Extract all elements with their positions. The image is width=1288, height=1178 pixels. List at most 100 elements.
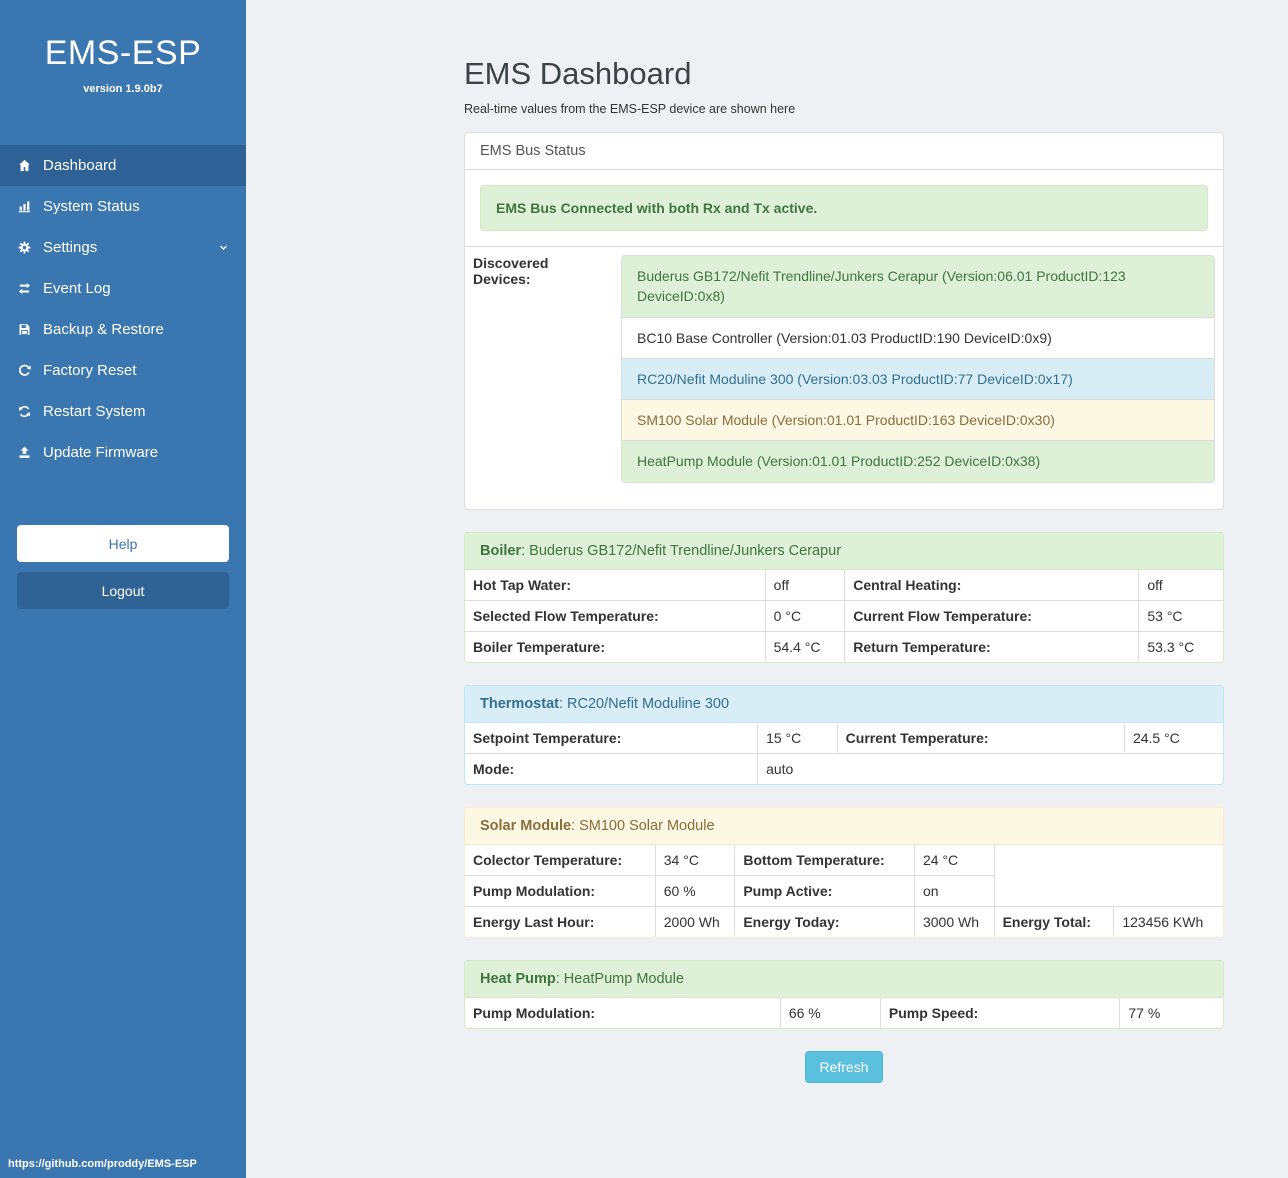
field-value: 15 °C [757,722,838,754]
solar-table: Colector Temperature: 34 °C Bottom Tempera… [465,844,1223,937]
main-area: EMS Dashboard Real-time values from the … [246,0,1288,1178]
field-label: Hot Tap Water: [465,569,766,601]
bus-status-heading: EMS Bus Status [465,133,1223,170]
sidebar-buttons: Help Logout [0,525,246,609]
bus-status-alert: EMS Bus Connected with both Rx and Tx ac… [480,185,1208,231]
field-value: 3000 Wh [913,905,995,937]
field-label: Mode: [465,752,759,784]
table-row: Hot Tap Water: off Central Heating: off [465,569,1223,601]
github-link[interactable]: https://github.com/proddy/EMS-ESP [8,1158,197,1170]
sidebar-nav: Dashboard System Status Settings Event Log B… [0,145,246,473]
device-list-item: RC20/Nefit Moduline 300 (Version:03.03 P… [621,357,1215,401]
panel-device-name: : HeatPump Module [555,970,684,987]
device-panels: Boiler: Buderus GB172/Nefit Trendline/Ju… [464,531,1224,1029]
save-icon [10,322,38,337]
panel-heading-thermostat: Thermostat: RC20/Nefit Moduline 300 [465,685,1223,723]
field-value: 24 °C [913,844,995,876]
main-content: EMS Dashboard Real-time values from the … [464,56,1224,1083]
field-value: off [1138,569,1223,601]
chart-icon [10,199,38,214]
field-value: 0 °C [764,599,846,632]
field-value: 2000 Wh [654,905,736,937]
panel-title: Thermostat [480,695,559,712]
sidebar: EMS-ESP version 1.9.0b7 Dashboard System … [0,0,246,1178]
gear-icon [10,240,38,255]
app-title: EMS-ESP [44,34,202,72]
field-value: 53 °C [1138,599,1223,632]
thermostat-table: Setpoint Temperature: 15 °C Current Temper… [465,722,1223,784]
sidebar-item-system-status[interactable]: System Status [0,186,246,227]
field-label: Energy Total: [993,905,1115,937]
home-icon [10,158,38,173]
sidebar-item-dashboard[interactable]: Dashboard [0,145,246,186]
device-list: Buderus GB172/Nefit Trendline/Junkers Ce… [613,247,1223,491]
panel-boiler: Boiler: Buderus GB172/Nefit Trendline/Ju… [464,531,1224,663]
reset-icon [10,363,38,378]
table-row: Energy Last Hour: 2000 Wh Energy Today: 300… [465,905,1223,937]
field-value: auto [757,752,1223,784]
field-value: on [913,874,995,907]
table-row: Colector Temperature: 34 °C Bottom Tempera… [465,844,1223,907]
table-row: Mode: auto [465,752,1223,784]
brand: EMS-ESP version 1.9.0b7 [0,0,246,95]
sidebar-item-settings[interactable]: Settings [0,227,246,268]
field-label: Boiler Temperature: [465,630,766,662]
discovered-devices-label: Discovered Devices: [473,255,549,287]
field-label: Setpoint Temperature: [465,722,759,754]
field-label: Pump Modulation: [465,874,656,907]
chevron-down-icon [217,241,230,254]
sidebar-item-update-firmware[interactable]: Update Firmware [0,432,246,473]
panel-device-name: : RC20/Nefit Moduline 300 [558,695,730,712]
sidebar-item-label: Dashboard [43,157,117,174]
panel-device-name: : SM100 Solar Module [571,817,715,834]
field-label: Current Flow Temperature: [844,599,1140,632]
device-list-item: Buderus GB172/Nefit Trendline/Junkers Ce… [621,255,1215,318]
refresh-wrap: Refresh [464,1050,1224,1083]
sidebar-item-label: Event Log [43,280,111,297]
logout-button[interactable]: Logout [17,572,229,609]
panel-heading-heatpump: Heat Pump: HeatPump Module [465,960,1223,998]
panel-heading-solar: Solar Module: SM100 Solar Module [465,807,1223,845]
sidebar-item-label: Factory Reset [43,362,137,379]
help-button[interactable]: Help [17,525,229,562]
field-value: 54.4 °C [764,630,846,662]
refresh-button[interactable]: Refresh [805,1050,883,1083]
sidebar-item-label: System Status [43,198,140,215]
field-value: 24.5 °C [1123,722,1223,754]
table-row: Pump Modulation: 66 % Pump Speed: 77 % [465,997,1223,1028]
panel-heading-boiler: Boiler: Buderus GB172/Nefit Trendline/Ju… [465,532,1223,570]
field-value: 34 °C [654,844,736,876]
field-label: Colector Temperature: [465,844,656,876]
upload-icon [10,445,38,460]
sidebar-item-factory-reset[interactable]: Factory Reset [0,350,246,391]
sidebar-item-backup-restore[interactable]: Backup & Restore [0,309,246,350]
bus-status-panel: EMS Bus Status EMS Bus Connected with bo… [464,132,1224,510]
device-list-item: SM100 Solar Module (Version:01.01 Produc… [621,399,1215,442]
field-label: Pump Modulation: [465,997,781,1028]
field-value: 77 % [1119,997,1223,1028]
field-value: 123456 KWh [1113,905,1223,937]
field-value: 66 % [779,997,881,1028]
boiler-table: Hot Tap Water: off Central Heating: off Sele… [465,569,1223,662]
field-label: Current Temperature: [836,722,1125,754]
panel-title: Boiler [480,542,522,559]
device-list-item: BC10 Base Controller (Version:01.03 Prod… [621,316,1215,359]
panel-thermostat: Thermostat: RC20/Nefit Moduline 300 Setpo… [464,684,1224,785]
field-label: Central Heating: [844,569,1140,601]
field-label: Return Temperature: [844,630,1140,662]
sidebar-item-restart-system[interactable]: Restart System [0,391,246,432]
panel-device-name: : Buderus GB172/Nefit Trendline/Junkers … [521,542,842,559]
field-value: off [764,569,846,601]
table-row: Selected Flow Temperature: 0 °C Current Fl… [465,599,1223,632]
field-label: Energy Last Hour: [465,905,656,937]
panel-solar: Solar Module: SM100 Solar Module Colector… [464,806,1224,938]
heatpump-table: Pump Modulation: 66 % Pump Speed: 77 % [465,997,1223,1028]
discovered-devices-section: Discovered Devices: Buderus GB172/Nefit … [465,246,1223,509]
sidebar-item-event-log[interactable]: Event Log [0,268,246,309]
sidebar-item-label: Restart System [43,403,146,420]
field-label: Bottom Temperature: [734,844,915,876]
field-label: Energy Today: [734,905,915,937]
exchange-icon [10,281,38,296]
field-label: Pump Active: [734,874,915,907]
field-label: Pump Speed: [879,997,1121,1028]
